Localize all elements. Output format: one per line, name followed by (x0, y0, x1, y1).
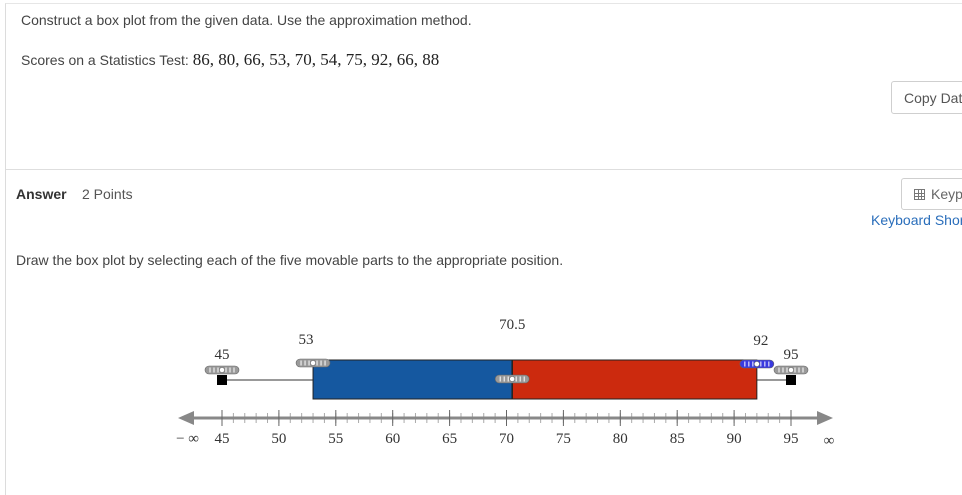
copy-data-button[interactable]: Copy Data (891, 81, 962, 114)
keypad-icon (914, 189, 925, 200)
keyboard-shortcuts-link[interactable]: Keyboard Shortcuts (871, 212, 962, 228)
data-values: 86, 80, 66, 53, 70, 54, 75, 92, 66, 88 (192, 50, 440, 69)
keypad-button[interactable]: Keypad (901, 178, 962, 210)
question-panel (5, 3, 962, 495)
keypad-label: Keypad (931, 186, 962, 202)
question-prompt: Construct a box plot from the given data… (21, 12, 472, 28)
points-badge: 2 Points (82, 186, 133, 202)
instruction-text: Draw the box plot by selecting each of t… (16, 252, 564, 268)
section-divider (6, 169, 962, 170)
data-label: Scores on a Statistics Test: (21, 52, 193, 68)
question-data: Scores on a Statistics Test: 86, 80, 66,… (21, 50, 439, 70)
answer-label: Answer (16, 186, 67, 202)
